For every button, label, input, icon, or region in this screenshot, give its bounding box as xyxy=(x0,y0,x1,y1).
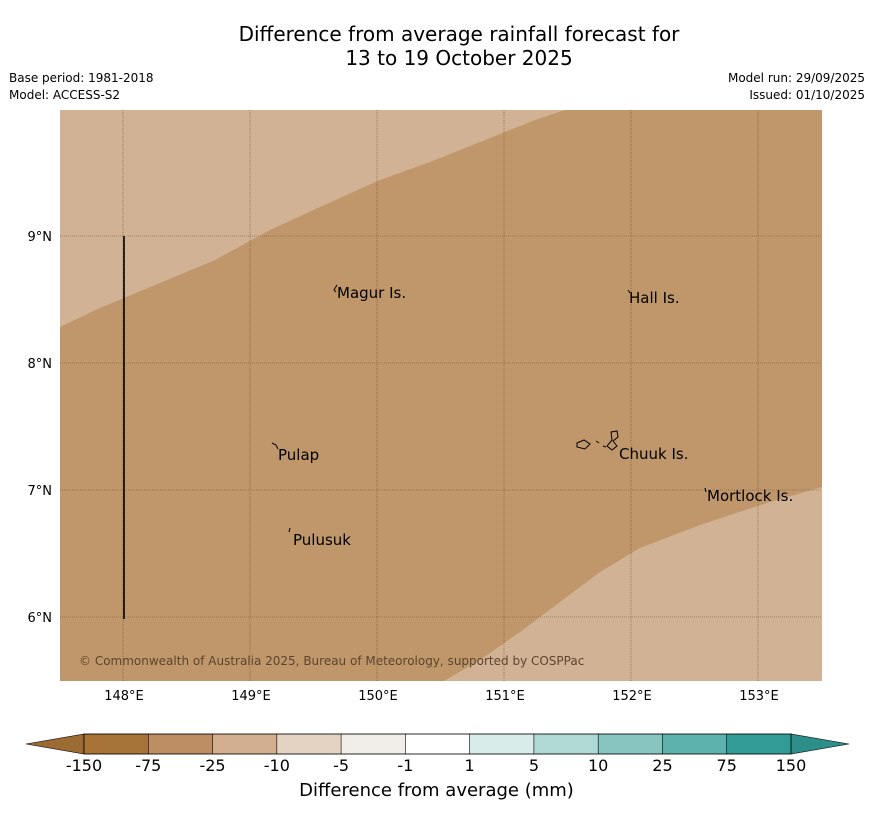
lon-label-149e: 149°E xyxy=(231,689,271,704)
model-name: Model: ACCESS-S2 xyxy=(9,88,121,102)
place-hall: Hall Is. xyxy=(629,289,680,307)
colorbar-segment xyxy=(212,733,278,755)
title-line-2: 13 to 19 October 2025 xyxy=(345,46,573,70)
base-period: Base period: 1981-2018 xyxy=(9,71,154,85)
colorbar-segment xyxy=(597,733,664,755)
hall-island-shape xyxy=(627,289,631,294)
map-title: Difference from average rainfall forecas… xyxy=(0,22,873,70)
colorbar-tick-label: -75 xyxy=(135,756,162,775)
colorbar-segment xyxy=(147,733,214,755)
place-pulusuk: Pulusuk xyxy=(293,531,351,549)
meta-left: Base period: 1981-2018 Model: ACCESS-S2 xyxy=(9,70,154,104)
colorbar-title: Difference from average (mm) xyxy=(299,780,574,801)
place-chuuk: Chuuk Is. xyxy=(619,445,688,463)
colorbar-tick-label: 10 xyxy=(587,756,609,775)
colorbar-segment xyxy=(340,733,406,755)
colorbar xyxy=(25,733,850,755)
lon-label-150e: 150°E xyxy=(358,689,398,704)
colorbar-segment xyxy=(405,733,471,755)
pulusuk-island-shape xyxy=(288,527,291,533)
colorbar-tick-label: -5 xyxy=(333,756,350,775)
title-line-1: Difference from average rainfall forecas… xyxy=(238,22,680,46)
colorbar-tick-label: -150 xyxy=(65,756,103,775)
colorbar-tick-label: 75 xyxy=(716,756,737,775)
meta-right: Model run: 29/09/2025 Issued: 01/10/2025 xyxy=(728,70,865,104)
island-outlines xyxy=(271,284,707,533)
chuuk-lagoon-shape xyxy=(576,430,619,451)
place-mortlock: Mortlock Is. xyxy=(707,487,793,505)
issued-date: Issued: 01/10/2025 xyxy=(749,88,865,102)
model-run: Model run: 29/09/2025 xyxy=(727,71,865,85)
magur-island-shape xyxy=(333,284,338,293)
colorbar-tick-label: 25 xyxy=(652,756,673,775)
graticule xyxy=(60,110,822,681)
lat-label-6n: 6°N xyxy=(28,611,53,626)
colorbar-tick-label: -1 xyxy=(397,756,414,775)
copyright-notice: © Commonwealth of Australia 2025, Bureau… xyxy=(79,654,584,668)
colorbar-tick-label: -10 xyxy=(263,756,290,775)
colorbar-segment xyxy=(469,733,535,755)
lon-label-152e: 152°E xyxy=(612,689,652,704)
colorbar-segment xyxy=(726,733,792,755)
lat-label-9n: 9°N xyxy=(28,230,53,245)
lat-label-7n: 7°N xyxy=(28,484,53,499)
place-pulap: Pulap xyxy=(278,446,319,464)
lon-label-151e: 151°E xyxy=(485,689,525,704)
lon-label-153e: 153°E xyxy=(739,689,779,704)
colorbar-frame xyxy=(83,733,792,755)
colorbar-segment xyxy=(83,733,149,755)
colorbar-tick-label: 1 xyxy=(464,756,475,775)
map-area-light-south xyxy=(444,487,822,681)
colorbar-tick-label: -25 xyxy=(199,756,226,775)
colorbar-tick-label: 150 xyxy=(775,756,807,775)
colorbar-under-arrow xyxy=(25,733,85,755)
colorbar-segment xyxy=(662,733,728,755)
colorbar-over-arrow xyxy=(790,733,850,755)
colorbar-segment xyxy=(276,733,342,755)
pulap-island-shape xyxy=(271,442,279,450)
place-magur: Magur Is. xyxy=(337,284,406,302)
map-area-light-north xyxy=(60,110,565,327)
colorbar-segment xyxy=(533,733,599,755)
lat-label-8n: 8°N xyxy=(28,357,53,372)
mortlock-island-shape xyxy=(704,487,707,493)
colorbar-tick-label: 5 xyxy=(528,756,539,775)
lon-label-148e: 148°E xyxy=(104,689,144,704)
